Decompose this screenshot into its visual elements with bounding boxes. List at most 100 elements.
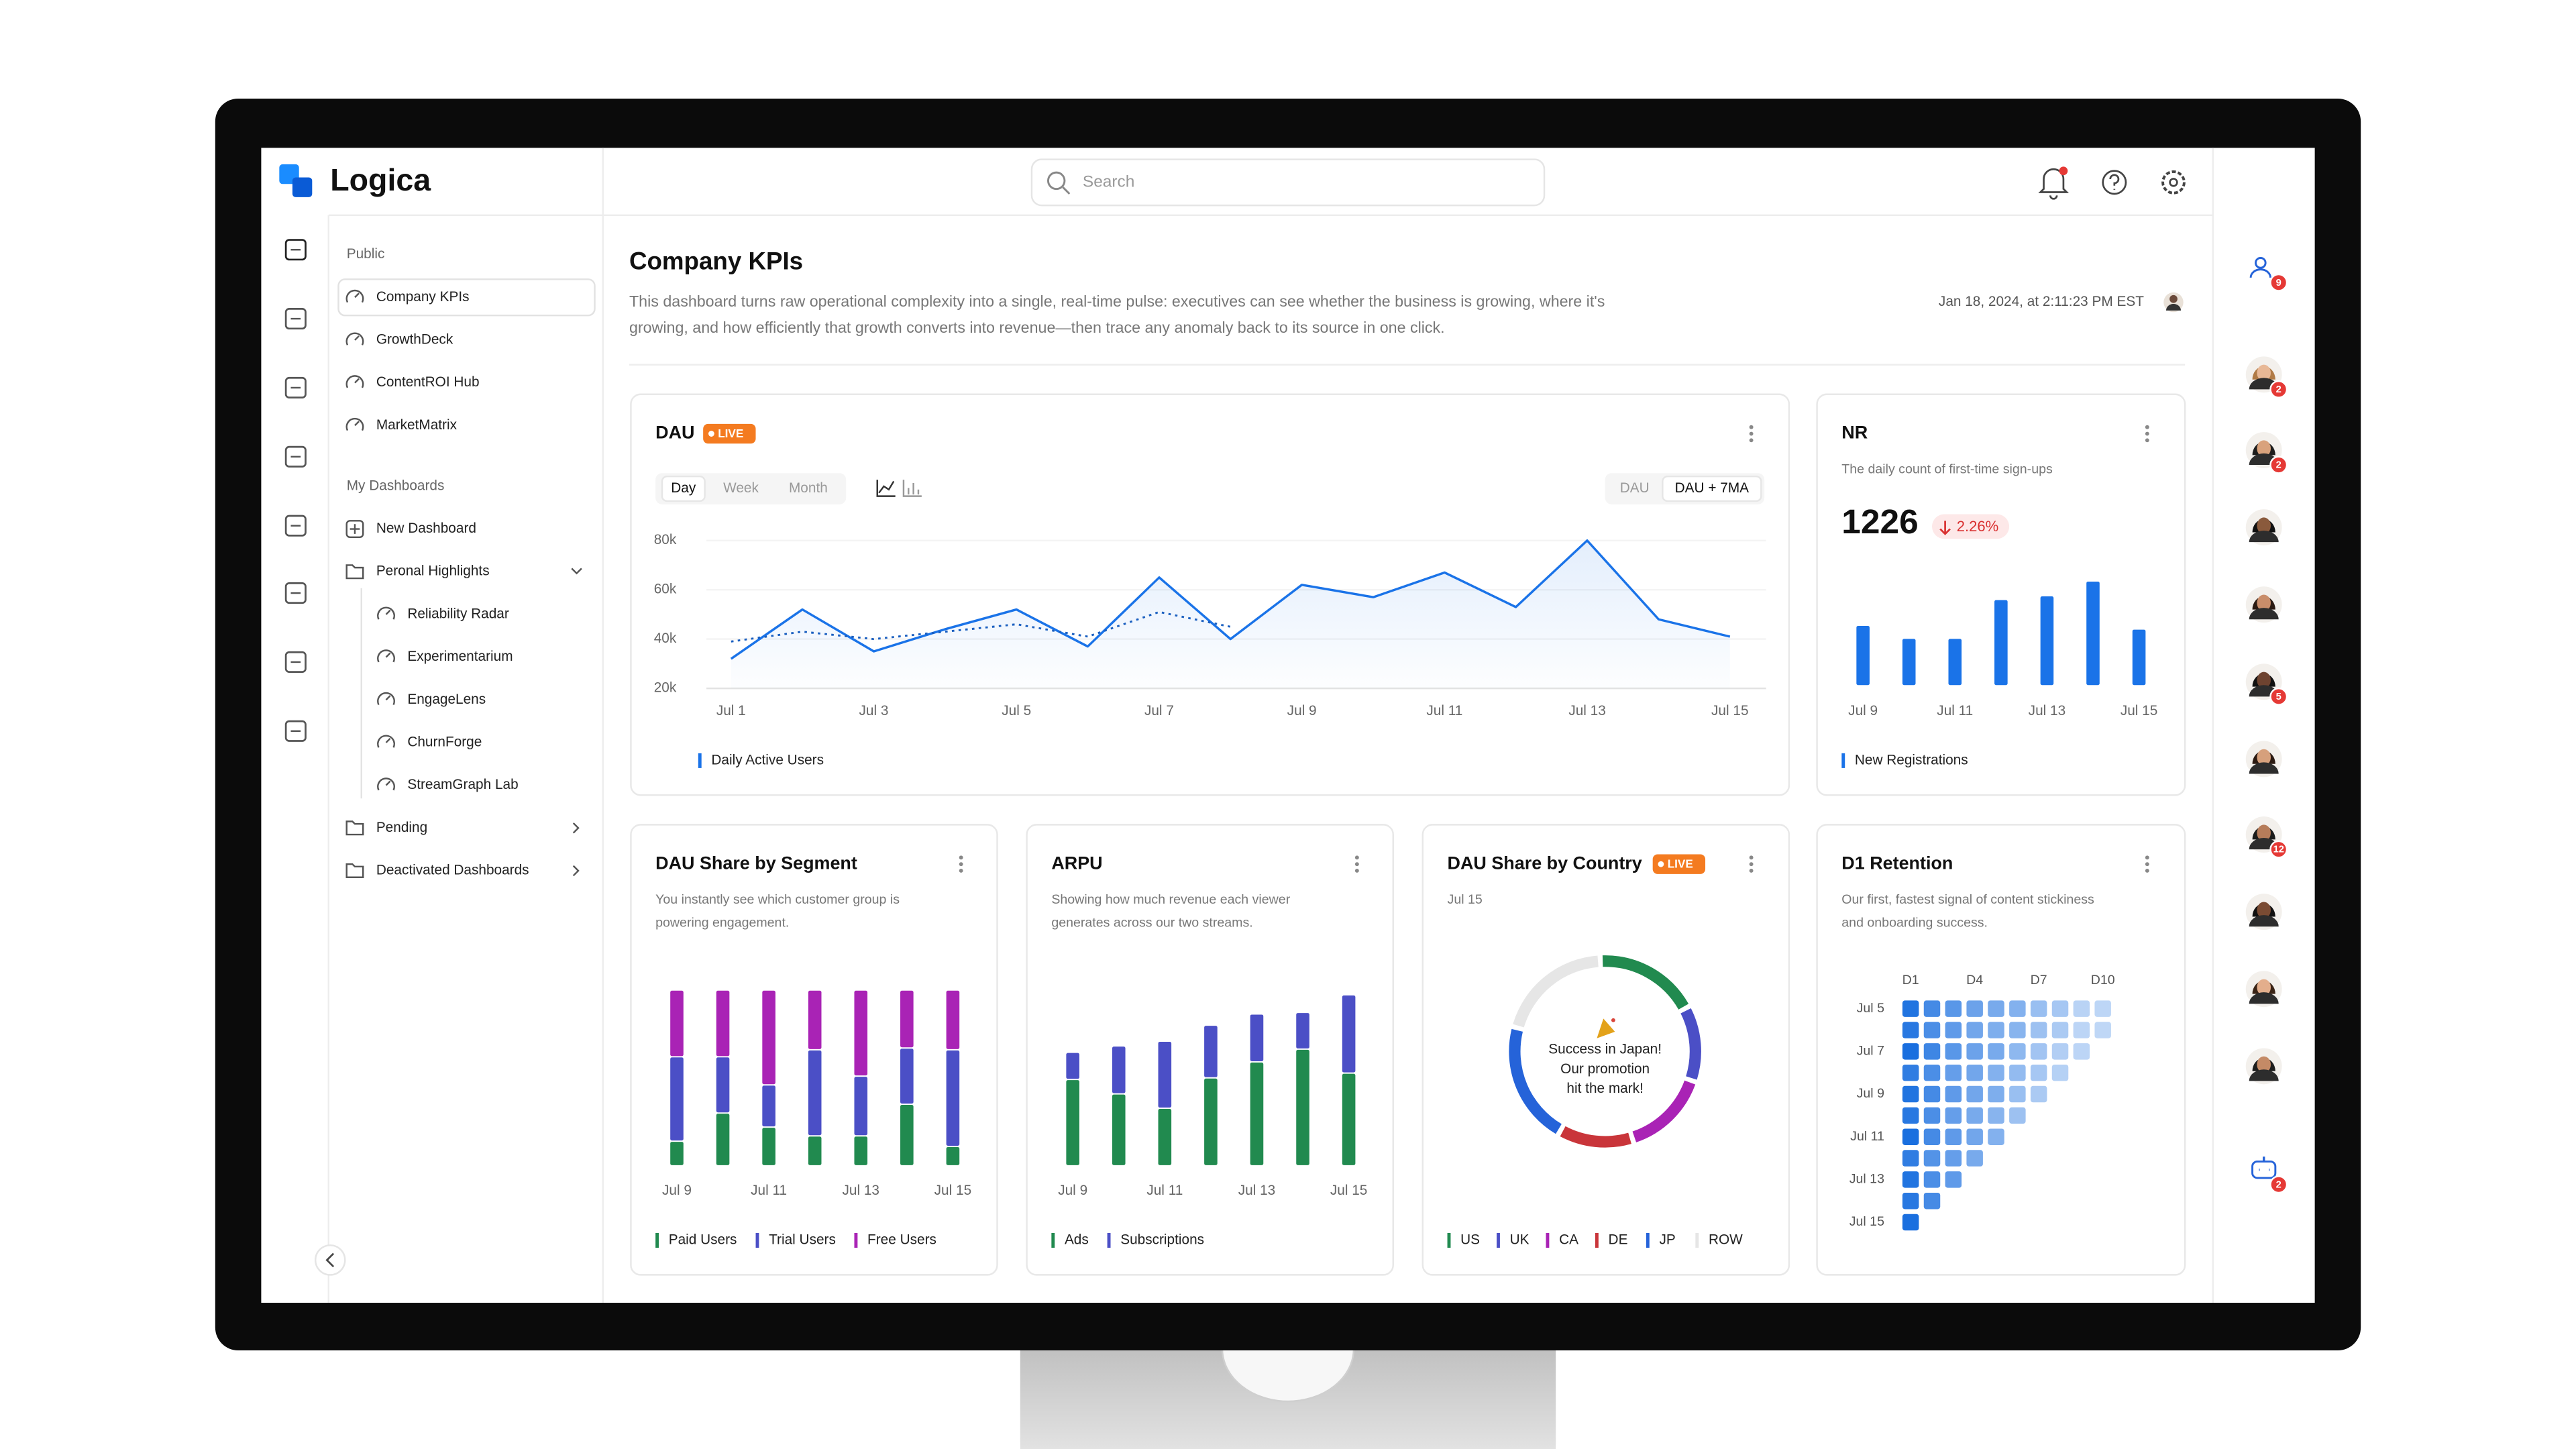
collapse-button[interactable] <box>314 1244 346 1276</box>
bar-chart-icon[interactable] <box>902 480 922 497</box>
menu-dot[interactable] <box>2145 438 2149 443</box>
legend-label: New Registrations <box>1855 752 1968 767</box>
menu-dot[interactable] <box>959 869 963 873</box>
heat-cell <box>2009 1085 2026 1103</box>
bar-segment <box>1158 1041 1172 1108</box>
avatar-face <box>2257 902 2271 918</box>
legend-label: CA <box>1559 1232 1578 1247</box>
sidebar-item[interactable]: Company KPIs <box>376 289 470 305</box>
sidebar-folder[interactable]: Pending <box>376 820 427 835</box>
search-placeholder: Search <box>1083 172 1135 191</box>
sidebar-item[interactable]: New Dashboard <box>376 521 476 536</box>
toggle[interactable]: DAU <box>1620 480 1650 496</box>
heat-cell <box>1923 1192 1941 1210</box>
author-avatar <box>2169 294 2178 303</box>
notifications-icon[interactable] <box>2038 168 2070 200</box>
menu-dot[interactable] <box>2145 862 2149 867</box>
menu-dot[interactable] <box>1354 869 1359 873</box>
nav-icon[interactable] <box>284 651 307 673</box>
menu-dot[interactable] <box>1354 862 1359 867</box>
toggle[interactable]: DAU + 7MA <box>1675 480 1750 496</box>
nav-icon[interactable] <box>284 515 307 537</box>
tab[interactable]: Month <box>789 480 828 496</box>
sidebar-item[interactable]: ContentROI Hub <box>376 374 480 390</box>
sidebar-item[interactable]: ChurnForge <box>407 734 482 749</box>
x-tick-label: Jul 13 <box>843 1183 880 1198</box>
menu-dot[interactable] <box>2145 869 2149 873</box>
heat-cell <box>1945 1000 1962 1017</box>
people-icon[interactable] <box>2254 257 2267 269</box>
legend-label: Free Users <box>867 1232 936 1247</box>
avatar-face <box>2257 979 2271 996</box>
confetti-icon <box>1597 1018 1615 1038</box>
bar-segment <box>900 990 914 1048</box>
nav-icon[interactable] <box>284 720 307 742</box>
menu-dot[interactable] <box>1749 431 1754 436</box>
menu-dot[interactable] <box>1749 425 1754 429</box>
sidebar-item[interactable]: MarketMatrix <box>376 417 458 433</box>
tab[interactable]: Week <box>723 480 759 496</box>
search-box[interactable] <box>1030 158 1546 207</box>
card-subtitle: powering engagement. <box>655 915 789 930</box>
sidebar-item[interactable]: GrowthDeck <box>376 331 453 347</box>
menu-dot[interactable] <box>2145 855 2149 860</box>
sidebar-folder[interactable]: Deactivated Dashboards <box>376 862 529 877</box>
change-pill <box>1932 514 2010 539</box>
heat-cell <box>1966 1150 1983 1167</box>
legend-swatch <box>1051 1232 1055 1248</box>
tab[interactable]: Day <box>671 480 696 496</box>
x-tick-label: Jul 11 <box>751 1183 787 1198</box>
settings-icon[interactable] <box>2161 170 2186 195</box>
nav-icon[interactable] <box>284 445 307 468</box>
heat-cell <box>2094 1000 2111 1017</box>
avatar-face <box>2257 749 2271 766</box>
page-title: Company KPIs <box>629 248 803 275</box>
sidebar-item[interactable]: Experimentarium <box>407 649 513 664</box>
avatar-face <box>2257 824 2271 841</box>
menu-dot[interactable] <box>1749 855 1754 860</box>
heat-cell <box>1902 1171 1919 1188</box>
x-tick-label: Jul 15 <box>1711 703 1749 718</box>
live-badge <box>1652 854 1706 874</box>
badge <box>2269 840 2288 859</box>
menu-dot[interactable] <box>959 855 963 860</box>
card-subtitle: and onboarding success. <box>1841 915 1988 930</box>
line-chart-icon[interactable] <box>876 480 896 497</box>
menu-dot[interactable] <box>2145 431 2149 436</box>
heat-cell <box>2030 1000 2047 1017</box>
plus-icon <box>345 520 364 539</box>
menu-dot[interactable] <box>1749 862 1754 867</box>
sidebar-folder[interactable]: Peronal Highlights <box>376 564 490 579</box>
sidebar-item[interactable]: Reliability Radar <box>407 606 508 621</box>
bar-segment <box>762 1128 775 1165</box>
bar <box>2040 596 2054 686</box>
help-icon[interactable] <box>2102 170 2127 195</box>
menu-dot[interactable] <box>1354 855 1359 860</box>
nav-icon[interactable] <box>284 239 307 261</box>
menu-dot[interactable] <box>959 862 963 867</box>
heat-cell <box>1988 1022 2004 1038</box>
nav-icon[interactable] <box>284 582 307 604</box>
sidebar-item[interactable]: EngageLens <box>407 692 486 707</box>
row-label: Jul 13 <box>1849 1172 1884 1187</box>
heat-cell <box>1966 1022 1983 1038</box>
kpi-value: 1226 <box>1841 502 1918 541</box>
page-description: This dashboard turns raw operational com… <box>629 292 1605 310</box>
heat-cell <box>1902 1085 1919 1103</box>
x-tick-label: Jul 5 <box>1002 703 1031 718</box>
heat-cell <box>2073 1043 2090 1060</box>
heat-cell <box>1966 1064 1983 1081</box>
bar-segment <box>1066 1080 1079 1165</box>
menu-dot[interactable] <box>2145 425 2149 429</box>
card <box>1816 393 2186 796</box>
bar-segment <box>1342 1073 1356 1165</box>
confetti-icon <box>1611 1018 1615 1022</box>
sidebar-item[interactable]: StreamGraph Lab <box>407 777 518 792</box>
legend-label: Daily Active Users <box>711 752 824 767</box>
nav-icon[interactable] <box>284 308 307 330</box>
menu-dot[interactable] <box>1749 438 1754 443</box>
card-subtitle: The daily count of first-time sign-ups <box>1841 462 2053 477</box>
menu-dot[interactable] <box>1749 869 1754 873</box>
bar-segment <box>762 990 775 1085</box>
nav-icon[interactable] <box>284 376 307 398</box>
